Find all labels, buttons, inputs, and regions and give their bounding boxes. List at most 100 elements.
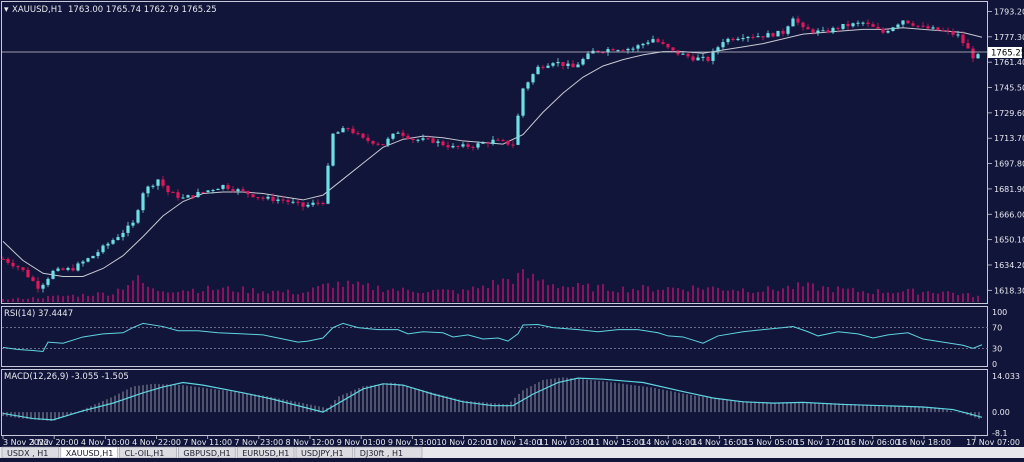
- rsi-label: RSI(14) 37.4447: [4, 309, 73, 319]
- bull-candle: [856, 22, 860, 24]
- bull-candle: [276, 199, 280, 201]
- bear-candle: [661, 42, 665, 44]
- bear-candle: [806, 27, 810, 30]
- candles-layer: [1, 15, 980, 293]
- x-tick-label: 7 Nov 11:00: [183, 438, 232, 447]
- bear-candle: [301, 202, 305, 207]
- bull-candle: [726, 38, 730, 43]
- bull-candle: [736, 38, 740, 41]
- bull-candle: [521, 88, 525, 116]
- x-tick-label: 9 Nov 13:00: [388, 438, 437, 447]
- bull-candle: [896, 24, 900, 28]
- bear-candle: [836, 27, 840, 29]
- bear-candle: [796, 18, 800, 23]
- x-tick-label: 4 Nov 22:00: [132, 438, 181, 447]
- rsi-line: [2, 322, 983, 353]
- ohlc-readout: 1763.00 1765.74 1762.79 1765.25: [68, 5, 217, 15]
- symbol-tabs: USDX , H1 XAUUSD,H1 CL-OIL,H1 GBPUSD,H1 EURU…: [1, 446, 423, 459]
- bear-candle: [621, 50, 625, 52]
- bull-candle: [886, 31, 890, 33]
- bear-candle: [26, 269, 30, 278]
- bear-candle: [751, 36, 755, 38]
- bull-candle: [266, 196, 270, 199]
- bull-candle: [416, 139, 420, 141]
- bear-candle: [656, 39, 660, 43]
- tab-label: DJ30ft , H1: [360, 449, 403, 458]
- bear-candle: [966, 43, 970, 49]
- axes-layer: 1793.20 1777.30 1761.40 1745.50 1729.60 1713.…: [988, 7, 1024, 295]
- bull-candle: [106, 243, 110, 246]
- x-tick-label: 8 Nov 12:00: [286, 438, 335, 447]
- bull-candle: [821, 30, 825, 32]
- bull-candle: [211, 190, 215, 192]
- menu-triangle-icon[interactable]: ▾: [4, 5, 9, 15]
- bear-candle: [271, 196, 275, 201]
- bear-candle: [691, 56, 695, 61]
- bull-candle: [641, 43, 645, 46]
- tab-label: XAUUSD,H1: [66, 449, 114, 458]
- bull-candle: [81, 261, 85, 264]
- bull-candle: [206, 190, 210, 192]
- bull-candle: [311, 202, 315, 205]
- bull-candle: [236, 189, 240, 192]
- bear-candle: [356, 133, 360, 135]
- bull-candle: [421, 138, 425, 140]
- macd-tick-label: 0.00: [992, 408, 1010, 417]
- bull-candle: [481, 142, 485, 144]
- bear-candle: [596, 50, 600, 53]
- bull-candle: [556, 61, 560, 64]
- x-tick-label: 10 Nov 14:00: [488, 438, 542, 447]
- bull-candle: [331, 133, 335, 166]
- bull-candle: [326, 165, 330, 204]
- bear-candle: [21, 267, 25, 270]
- x-tick-label: 17 Nov 07:00: [966, 438, 1020, 447]
- bull-candle: [136, 210, 140, 223]
- x-tick-label: 15 Nov 17:00: [795, 438, 849, 447]
- bull-candle: [616, 50, 620, 52]
- macd-tick-label: -8.1: [992, 429, 1008, 438]
- bull-candle: [746, 36, 750, 39]
- bear-candle: [366, 137, 370, 141]
- bear-candle: [176, 192, 180, 198]
- bear-candle: [926, 26, 930, 29]
- bear-candle: [201, 191, 205, 193]
- bull-candle: [96, 252, 100, 256]
- bear-candle: [6, 258, 10, 263]
- volume-layer: [2, 269, 979, 302]
- bull-candle: [776, 30, 780, 37]
- bull-candle: [186, 195, 190, 198]
- bear-candle: [361, 133, 365, 138]
- bull-candle: [581, 58, 585, 65]
- bull-candle: [291, 201, 295, 203]
- bear-candle: [246, 190, 250, 195]
- bear-candle: [456, 145, 460, 147]
- bull-candle: [141, 193, 145, 211]
- panel-borders: [1, 1, 988, 436]
- bear-candle: [71, 267, 75, 271]
- bear-candle: [1, 258, 5, 260]
- bull-candle: [156, 179, 160, 186]
- price-tick-label: 1697.80: [994, 160, 1024, 169]
- bear-candle: [61, 268, 65, 270]
- bear-candle: [506, 140, 510, 145]
- bull-candle: [451, 145, 455, 148]
- tab-label: USDJPY,H1: [301, 449, 344, 458]
- bear-candle: [561, 61, 565, 66]
- bear-candle: [431, 138, 435, 143]
- bear-candle: [571, 63, 575, 68]
- bear-candle: [251, 194, 255, 198]
- x-tick-label: 9 Nov 01:00: [337, 438, 386, 447]
- bear-candle: [946, 30, 950, 32]
- bear-candle: [316, 202, 320, 204]
- bear-candle: [401, 132, 405, 136]
- bull-candle: [636, 45, 640, 49]
- bear-candle: [406, 135, 410, 139]
- macd-tick-label: 14.033: [992, 372, 1020, 381]
- bear-candle: [166, 185, 170, 193]
- bear-candle: [226, 184, 230, 190]
- price-tick-label: 1650.10: [994, 236, 1024, 245]
- bull-candle: [646, 42, 650, 44]
- bull-candle: [816, 30, 820, 33]
